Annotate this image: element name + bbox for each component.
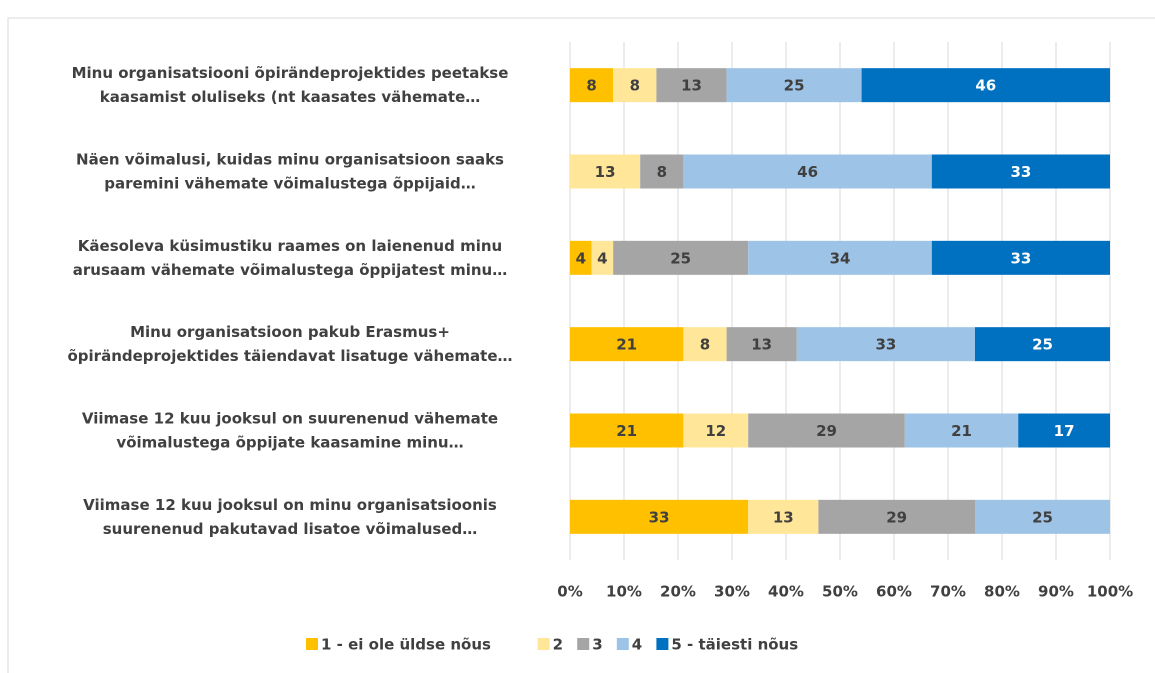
bar-segment	[683, 413, 749, 448]
legend-swatch	[577, 638, 590, 650]
chart-frame	[7, 17, 1155, 673]
bar-segment	[591, 240, 614, 275]
data-label: 46	[975, 77, 996, 95]
data-label: 4	[597, 249, 607, 267]
bar-segment	[796, 327, 975, 362]
legend-label: 1 - ei ole üldse nõus	[321, 636, 491, 654]
data-label: 46	[797, 163, 818, 181]
bar-segment	[818, 499, 975, 534]
x-tick-label: 80%	[984, 583, 1020, 601]
data-label: 21	[616, 422, 637, 440]
bar-segment	[975, 327, 1110, 362]
data-label: 8	[630, 77, 640, 95]
bar-segment	[931, 240, 1110, 275]
legend-swatch	[656, 638, 669, 650]
data-label: 29	[886, 508, 907, 526]
bar-segment	[748, 413, 905, 448]
bar-segment	[861, 68, 1110, 103]
data-label: 25	[670, 249, 691, 267]
category-label: Minu organisatsioon pakub Erasmus+ õpirän…	[68, 323, 513, 365]
data-label: 29	[816, 422, 837, 440]
data-label: 17	[1054, 422, 1075, 440]
data-label: 34	[830, 249, 851, 267]
legend-label: 3	[592, 636, 602, 654]
bar-segment	[570, 240, 592, 275]
data-label: 13	[681, 77, 702, 95]
data-label: 25	[1032, 508, 1053, 526]
bar-segment	[613, 68, 657, 103]
category-label: Näen võimalusi, kuidas minu organisatsio…	[76, 150, 504, 192]
legend-swatch	[306, 638, 318, 650]
bar-segment	[570, 499, 749, 534]
category-label: Käesoleva küsimustiku raames on laienenu…	[73, 236, 507, 278]
data-label: 8	[657, 163, 667, 181]
x-tick-label: 0%	[557, 583, 582, 601]
x-tick-label: 30%	[714, 583, 750, 601]
data-label: 8	[586, 77, 596, 95]
legend-label: 2	[553, 636, 563, 654]
data-label: 33	[875, 336, 896, 354]
bar-segment	[570, 413, 684, 448]
legend-swatch	[537, 638, 550, 650]
data-label: 25	[784, 77, 805, 95]
bar-segment	[683, 154, 932, 189]
x-tick-label: 10%	[606, 583, 642, 601]
bar-segment	[570, 327, 684, 362]
bar-segment	[613, 240, 749, 275]
x-tick-label: 20%	[660, 583, 696, 601]
data-label: 33	[1010, 163, 1031, 181]
x-tick-label: 50%	[822, 583, 858, 601]
bar-segment	[640, 154, 684, 189]
bar-segment	[904, 413, 1019, 448]
data-label: 33	[1010, 249, 1031, 267]
data-label: 12	[705, 422, 726, 440]
bar-segment	[726, 68, 862, 103]
bar-segment	[570, 154, 641, 189]
x-tick-label: 90%	[1038, 583, 1074, 601]
data-label: 8	[700, 336, 710, 354]
category-label: Viimase 12 kuu jooksul on minu organisat…	[83, 495, 497, 537]
bar-segment	[748, 240, 932, 275]
x-tick-label: 100%	[1087, 583, 1133, 601]
x-tick-label: 70%	[930, 583, 966, 601]
bar-segment	[656, 68, 727, 103]
category-label: Viimase 12 kuu jooksul on suurenenud väh…	[82, 409, 498, 451]
data-label: 21	[616, 336, 637, 354]
bar-segment	[975, 499, 1110, 534]
data-label: 21	[951, 422, 972, 440]
x-tick-label: 60%	[876, 583, 912, 601]
bar-segment	[726, 327, 797, 362]
data-label: 13	[751, 336, 772, 354]
data-label: 4	[576, 249, 586, 267]
bar-segment	[748, 499, 819, 534]
data-label: 25	[1032, 336, 1053, 354]
legend-swatch	[616, 638, 629, 650]
bar-segment	[570, 68, 614, 103]
bar-segment	[683, 327, 727, 362]
x-tick-label: 40%	[768, 583, 804, 601]
data-label: 33	[649, 508, 670, 526]
data-label: 13	[773, 508, 794, 526]
bar-segment	[931, 154, 1110, 189]
bar-segment	[1018, 413, 1110, 448]
legend-label: 4	[632, 636, 642, 654]
legend-label: 5 - täiesti nõus	[671, 636, 798, 654]
category-label: Minu organisatsiooni õpirändeprojektides…	[72, 64, 509, 106]
data-label: 13	[595, 163, 616, 181]
